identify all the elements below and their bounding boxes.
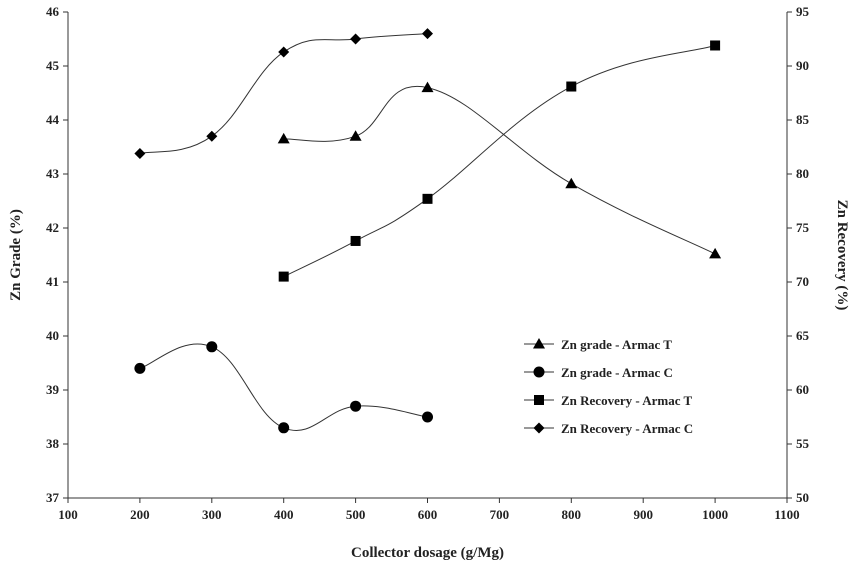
data-point — [277, 132, 290, 144]
x-tick-label: 700 — [490, 507, 510, 522]
y-tick-label: 43 — [46, 166, 60, 181]
y2-tick-label: 55 — [796, 436, 810, 451]
y-tick-label: 42 — [46, 220, 59, 235]
series-layer — [134, 28, 722, 434]
x-tick-label: 900 — [633, 507, 653, 522]
y-tick-label: 46 — [46, 4, 60, 19]
legend-marker — [534, 395, 544, 405]
series-circle — [134, 341, 433, 434]
y2-tick-label: 95 — [796, 4, 810, 19]
data-point — [349, 130, 362, 141]
data-point — [206, 130, 218, 142]
legend-marker — [533, 422, 545, 434]
data-point — [709, 247, 722, 259]
legend-label: Zn grade - Armac T — [561, 337, 672, 352]
y2-tick-label: 75 — [796, 220, 810, 235]
data-point — [134, 362, 146, 374]
data-point — [350, 400, 362, 412]
legend-marker — [533, 338, 545, 349]
data-point — [278, 422, 290, 434]
data-point — [422, 28, 433, 40]
x-tick-label: 800 — [562, 507, 582, 522]
y-tick-label: 44 — [46, 112, 60, 127]
x-tick-label: 1000 — [702, 507, 728, 522]
y-tick-label: 41 — [46, 274, 59, 289]
y2-tick-label: 65 — [796, 328, 810, 343]
data-point — [422, 193, 433, 204]
series-diamond — [134, 28, 433, 159]
x-tick-label: 500 — [346, 507, 366, 522]
y-axis-title: Zn Grade (%) — [8, 209, 24, 301]
series-line — [283, 85, 716, 255]
legend-label: Zn Recovery - Armac C — [561, 421, 693, 436]
y2-tick-label: 85 — [796, 112, 810, 127]
data-point — [565, 177, 578, 189]
y2-tick-label: 50 — [796, 490, 809, 505]
y-tick-label: 37 — [46, 490, 60, 505]
x-tick-label: 600 — [418, 507, 438, 522]
x-axis-title: Collector dosage (g/Mg) — [351, 545, 504, 561]
series-line — [139, 343, 428, 431]
ticks: 100 200 300 400 500 600 700 800 900 1000 1100 37 38 3… — [46, 4, 810, 522]
y-tick-label: 39 — [46, 382, 60, 397]
y2-tick-label: 90 — [796, 58, 809, 73]
legend: Zn grade - Armac T Zn grade - Armac C Zn R… — [524, 337, 693, 436]
y2-tick-label: 70 — [796, 274, 809, 289]
data-point — [278, 46, 290, 58]
legend-label: Zn Recovery - Armac T — [561, 393, 693, 408]
x-tick-label: 1100 — [774, 507, 799, 522]
data-point — [134, 147, 146, 159]
x-tick-label: 300 — [202, 507, 222, 522]
data-point — [566, 81, 577, 92]
series-line — [283, 44, 716, 278]
data-point — [421, 81, 434, 93]
data-point — [710, 40, 721, 51]
data-point — [350, 235, 361, 246]
y2-tick-label: 80 — [796, 166, 809, 181]
x-tick-label: 200 — [130, 507, 150, 522]
series-triangle — [277, 81, 722, 259]
y-tick-label: 38 — [46, 436, 60, 451]
legend-marker — [533, 366, 545, 378]
x-tick-label: 400 — [274, 507, 294, 522]
x-tick-label: 100 — [58, 507, 78, 522]
y2-tick-label: 60 — [796, 382, 809, 397]
y2-axis-title: Zn Recovery (%) — [834, 200, 850, 311]
data-point — [350, 33, 362, 45]
data-point — [206, 341, 218, 353]
data-point — [278, 271, 289, 282]
series-square — [278, 40, 721, 282]
data-point — [422, 411, 433, 423]
y-tick-label: 45 — [46, 58, 60, 73]
legend-label: Zn grade - Armac C — [561, 365, 673, 380]
y-tick-label: 40 — [46, 328, 59, 343]
